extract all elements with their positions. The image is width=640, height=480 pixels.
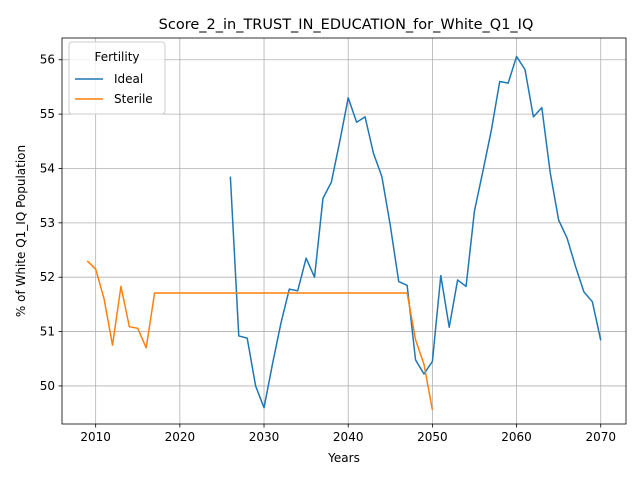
legend-label-ideal: Ideal: [114, 72, 143, 86]
grid: [62, 38, 626, 424]
legend: Fertility Ideal Sterile: [68, 41, 166, 115]
y-tick-label: 51: [40, 325, 55, 339]
series-lines: [86, 55, 602, 410]
y-tick-label: 54: [40, 161, 55, 175]
y-tick-label: 53: [40, 216, 55, 230]
axis-ticks: 2010 2020 2030 2040 2050 2060 2070 50 51 52 53 54 55…: [40, 53, 616, 444]
legend-label-sterile: Sterile: [114, 92, 153, 106]
legend-title: Fertility: [94, 50, 139, 64]
x-tick-label: 2060: [501, 430, 532, 444]
chart-title: Score_2_in_TRUST_IN_EDUCATION_for_White_…: [159, 17, 534, 33]
legend-box: [68, 41, 166, 115]
y-tick-label: 56: [40, 53, 55, 67]
plot-area-frame: [61, 37, 627, 425]
x-tick-label: 2070: [585, 430, 616, 444]
x-tick-label: 2040: [333, 430, 364, 444]
x-tick-label: 2010: [80, 430, 111, 444]
x-tick-label: 2020: [165, 430, 196, 444]
legend-items: Ideal Sterile: [75, 72, 153, 106]
x-axis-label: Years: [327, 451, 360, 465]
y-tick-label: 50: [40, 379, 55, 393]
y-axis-label: % of White Q1_IQ Population: [14, 145, 28, 317]
series-line-ideal: [229, 55, 602, 409]
y-tick-label: 52: [40, 270, 55, 284]
x-tick-label: 2050: [417, 430, 448, 444]
y-tick-label: 55: [40, 107, 55, 121]
series-line-sterile: [86, 260, 434, 410]
x-tick-label: 2030: [249, 430, 280, 444]
